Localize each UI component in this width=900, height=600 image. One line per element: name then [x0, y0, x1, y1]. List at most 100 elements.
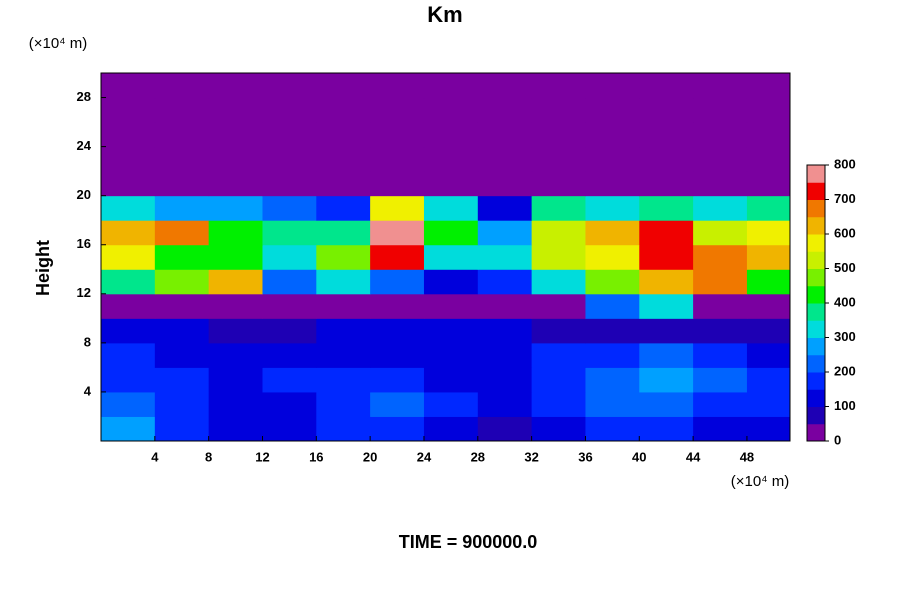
x-tick-label: 32: [524, 449, 538, 464]
cell: [101, 269, 156, 295]
cell: [101, 122, 156, 148]
cell: [262, 244, 317, 270]
cell: [639, 171, 694, 197]
cell: [531, 367, 586, 393]
cell: [693, 171, 748, 197]
cell: [423, 416, 479, 442]
cell: [693, 146, 748, 172]
colorbar-swatch: [807, 251, 825, 269]
chart-title: Km: [427, 2, 462, 27]
cell: [208, 171, 263, 197]
cell: [370, 171, 425, 197]
cell: [531, 269, 586, 295]
cell: [154, 367, 210, 393]
cell: [639, 416, 694, 442]
plot-frame: [100, 72, 791, 442]
cell: [585, 146, 640, 172]
cell: [585, 97, 640, 123]
cell: [154, 195, 210, 221]
colorbar-swatch: [807, 268, 825, 287]
cell: [693, 195, 748, 221]
cell: [154, 416, 210, 442]
cell: [154, 293, 210, 319]
cell: [262, 416, 317, 442]
cell: [639, 220, 694, 246]
colorbar-tick-label: 500: [834, 260, 856, 275]
cell: [262, 391, 317, 417]
cell: [585, 122, 640, 148]
cell: [693, 367, 748, 393]
cell: [208, 97, 263, 123]
y-tick-label: 16: [77, 236, 91, 251]
cell: [585, 269, 640, 295]
cell: [208, 73, 263, 99]
cell: [531, 146, 586, 172]
cell: [423, 244, 479, 270]
cell: [101, 244, 156, 270]
cell: [370, 293, 425, 319]
cell: [370, 122, 425, 148]
cell: [316, 97, 371, 123]
cell: [746, 122, 791, 148]
cell: [746, 97, 791, 123]
cell: [746, 269, 791, 295]
cell: [154, 97, 210, 123]
cell: [693, 391, 748, 417]
cell: [262, 97, 317, 123]
x-tick-label: 8: [205, 449, 212, 464]
cell: [370, 391, 425, 417]
cell: [316, 171, 371, 197]
cell: [316, 122, 371, 148]
cell: [370, 269, 425, 295]
y-tick-label: 4: [84, 383, 92, 398]
colorbar-swatch: [807, 372, 825, 390]
cell: [316, 146, 371, 172]
cell: [154, 73, 210, 99]
cell: [639, 97, 694, 123]
y-tick-label: 12: [77, 285, 91, 300]
cell: [262, 220, 317, 246]
cell: [746, 244, 791, 270]
cell: [639, 342, 694, 368]
cell: [693, 293, 748, 319]
cell: [585, 342, 640, 368]
cell: [423, 318, 479, 344]
cell: [101, 342, 156, 368]
cell: [154, 171, 210, 197]
cell: [154, 244, 210, 270]
cell: [693, 97, 748, 123]
cell: [370, 73, 425, 99]
cell: [477, 171, 533, 197]
cell: [585, 367, 640, 393]
cell: [477, 146, 533, 172]
cell: [585, 293, 640, 319]
cell: [585, 73, 640, 99]
cell: [477, 122, 533, 148]
x-tick-label: 4: [151, 449, 159, 464]
cell: [423, 391, 479, 417]
colorbar-tick-label: 300: [834, 329, 856, 344]
x-tick-label: 20: [363, 449, 377, 464]
cell: [693, 269, 748, 295]
cell: [477, 391, 533, 417]
cell: [262, 122, 317, 148]
cell: [423, 73, 479, 99]
cell: [531, 171, 586, 197]
cell: [639, 367, 694, 393]
cell: [101, 73, 156, 99]
colorbar-swatch: [807, 234, 825, 252]
colorbar-swatch: [807, 354, 825, 373]
cell: [316, 416, 371, 442]
cell: [154, 269, 210, 295]
cell: [101, 318, 156, 344]
cell: [585, 244, 640, 270]
colorbar-swatch: [807, 389, 825, 407]
colorbar-tick-label: 100: [834, 398, 856, 413]
cell: [531, 122, 586, 148]
cell: [585, 416, 640, 442]
cell: [693, 342, 748, 368]
cell: [370, 195, 425, 221]
cell: [531, 73, 586, 99]
cell: [262, 342, 317, 368]
colorbar-swatch: [807, 337, 825, 356]
